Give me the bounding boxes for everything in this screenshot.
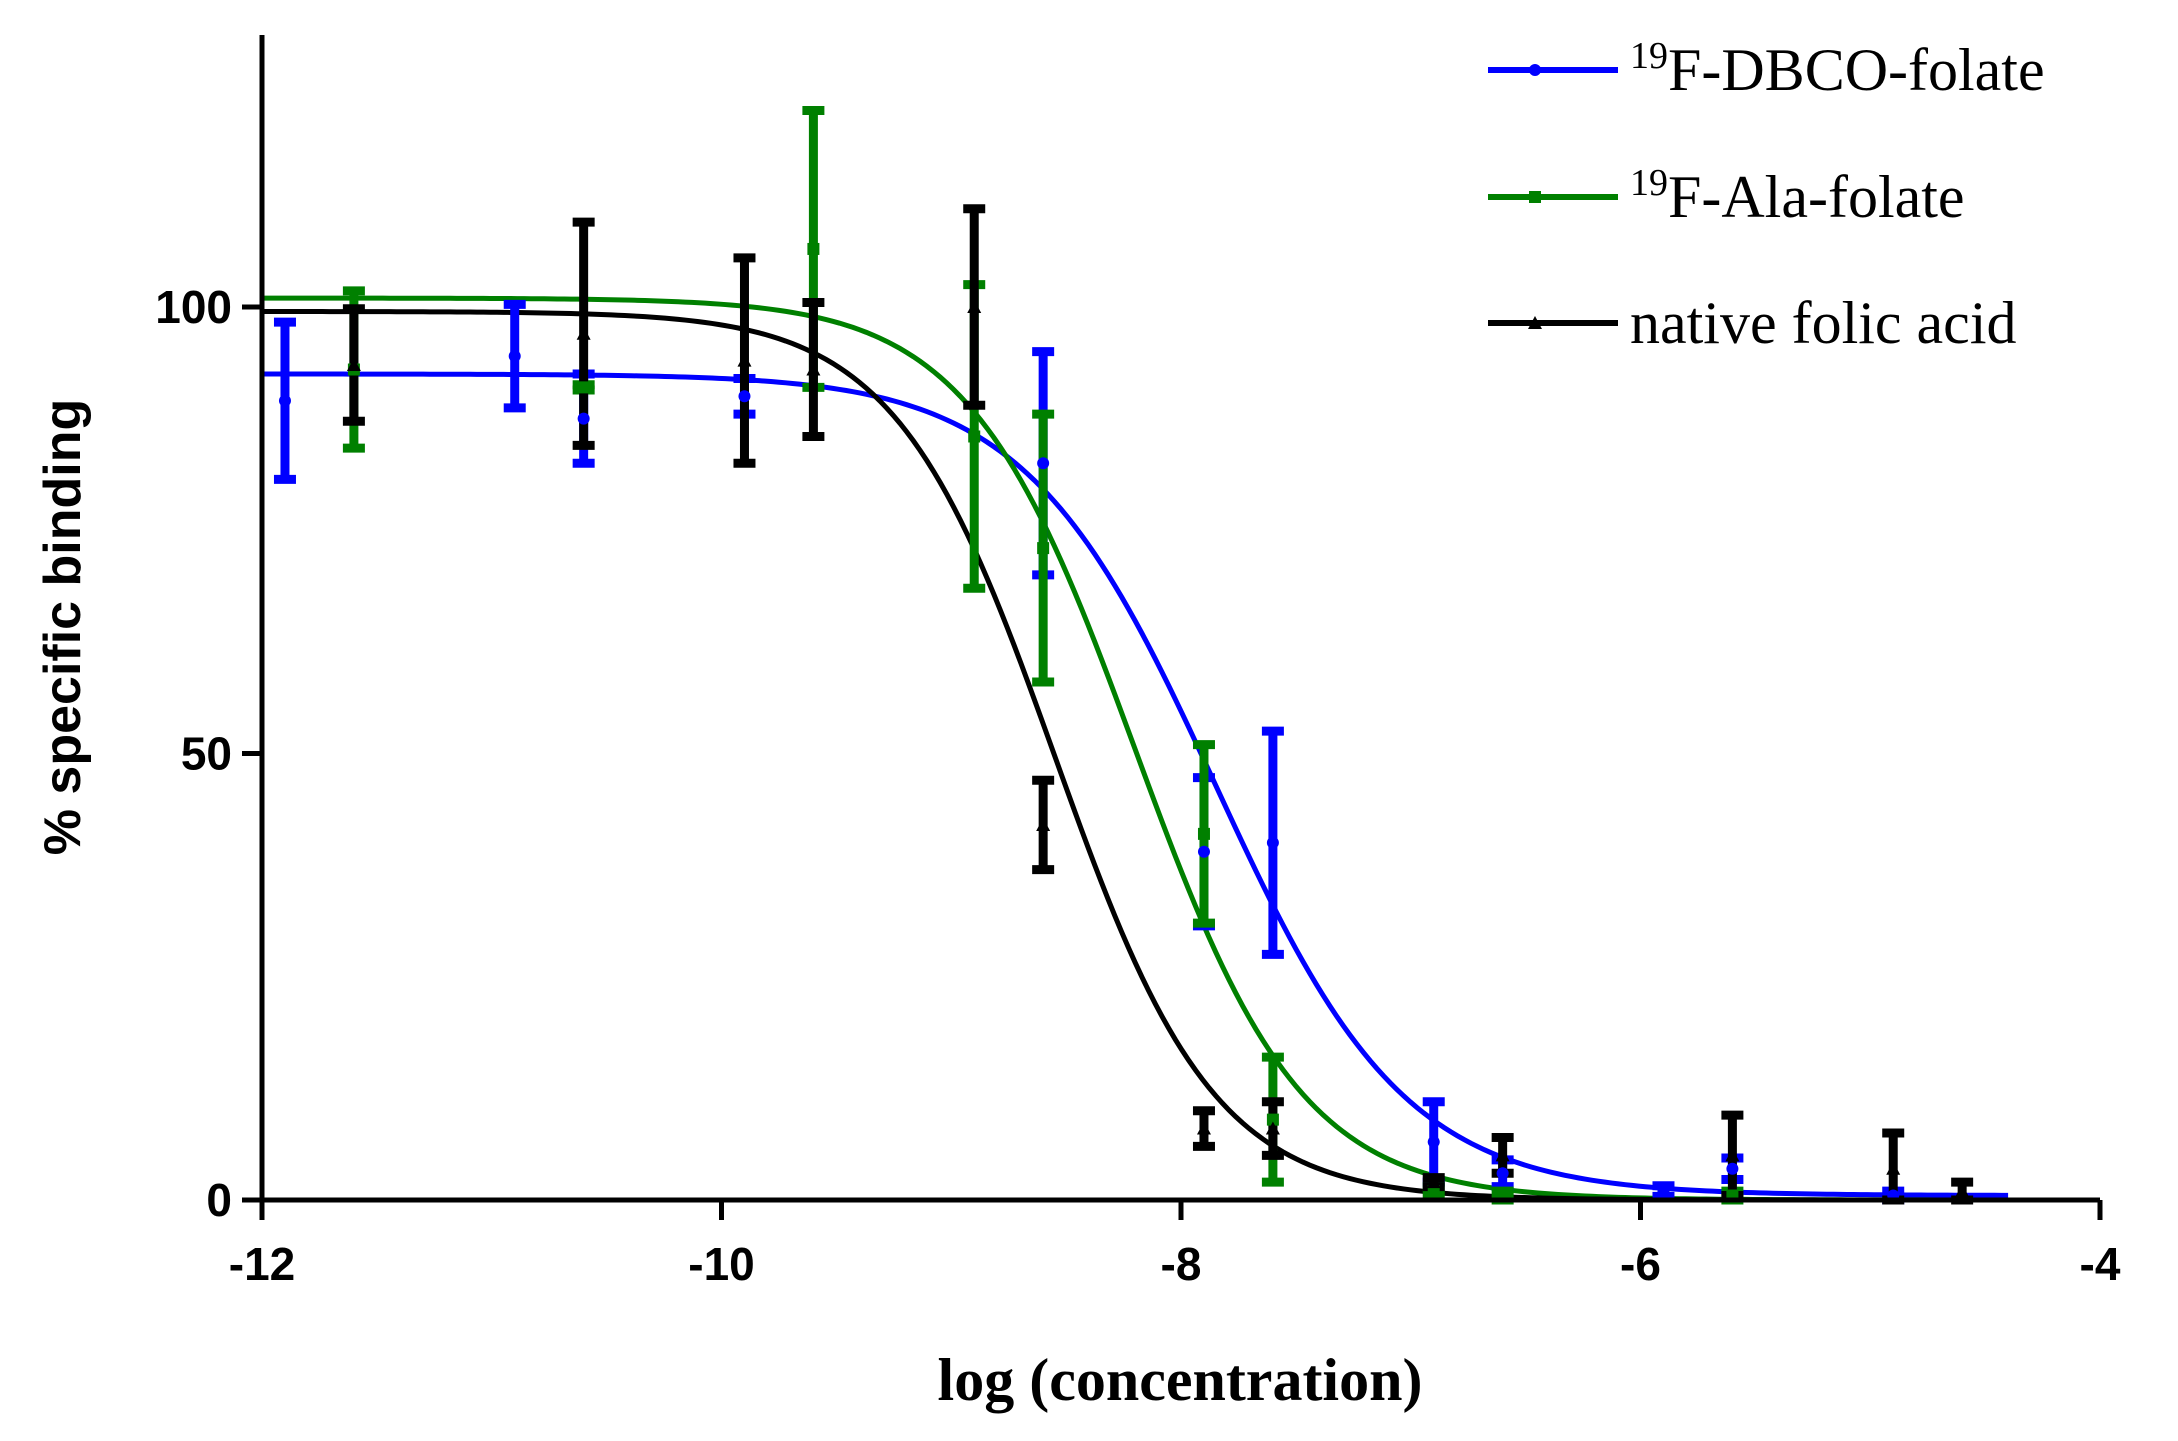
- legend-label-superscript: 19: [1630, 35, 1668, 77]
- legend-label: 19F-DBCO-folate: [1630, 35, 2045, 103]
- x-tick-label: -6: [1620, 1238, 1661, 1290]
- data-point: [1037, 542, 1050, 555]
- data-point: [508, 350, 521, 363]
- x-tick-label: -4: [2080, 1238, 2121, 1290]
- data-point: [967, 300, 982, 313]
- x-tick-label: -12: [229, 1238, 295, 1290]
- data-point: [1265, 1121, 1280, 1135]
- error-bars: [273, 106, 1974, 1205]
- axis-ticks: -12 -10 -8 -6 -4 0 50 100: [155, 281, 2121, 1290]
- data-point: [1886, 1161, 1901, 1175]
- y-tick-label: 50: [181, 728, 232, 780]
- data-point: [1657, 1185, 1670, 1198]
- legend-label-text: F-DBCO-folate: [1668, 37, 2045, 103]
- data-point: [806, 362, 821, 376]
- fit-curves: [261, 295, 2009, 1203]
- x-tick-label: -10: [688, 1238, 754, 1290]
- data-point: [1037, 457, 1050, 470]
- data-point: [1197, 827, 1210, 840]
- legend-marker: [1528, 316, 1542, 329]
- legend-marker: [1529, 64, 1541, 76]
- data-point: [1266, 836, 1279, 849]
- data-point: [1427, 1135, 1440, 1148]
- data-point: [1496, 1167, 1509, 1180]
- data-point: [1266, 1113, 1279, 1126]
- data-point: [1196, 1121, 1211, 1135]
- data-point: [1426, 1175, 1441, 1189]
- data-point: [1725, 1148, 1740, 1162]
- data-point: [577, 381, 590, 394]
- data-point: [577, 412, 590, 425]
- data-point: [278, 394, 291, 407]
- fit-curve-1: [261, 295, 2009, 1203]
- x-axis-title: log (concentration): [938, 1347, 1423, 1413]
- data-point: [737, 353, 752, 367]
- data-point: [346, 358, 361, 372]
- data-point: [738, 390, 751, 403]
- legend-marker: [1529, 191, 1541, 203]
- data-point: [1495, 1148, 1510, 1162]
- data-point: [1197, 845, 1210, 858]
- legend-label-superscript: 19: [1630, 162, 1668, 204]
- y-tick-label: 0: [206, 1174, 232, 1226]
- legend-label: 19F-Ala-folate: [1630, 162, 1965, 230]
- y-axis-title: % specific binding: [34, 399, 92, 856]
- fit-curve-0: [262, 371, 2009, 1198]
- data-point: [968, 430, 981, 443]
- legend-label: native folic acid: [1630, 290, 2016, 356]
- data-point: [1726, 1162, 1739, 1175]
- legend-label-text: F-Ala-folate: [1668, 164, 1965, 230]
- data-point: [1955, 1184, 1970, 1198]
- data-point: [576, 326, 591, 340]
- x-tick-label: -8: [1161, 1238, 1202, 1290]
- y-tick-label: 100: [155, 281, 232, 333]
- data-point: [807, 242, 820, 255]
- data-point: [1036, 817, 1051, 831]
